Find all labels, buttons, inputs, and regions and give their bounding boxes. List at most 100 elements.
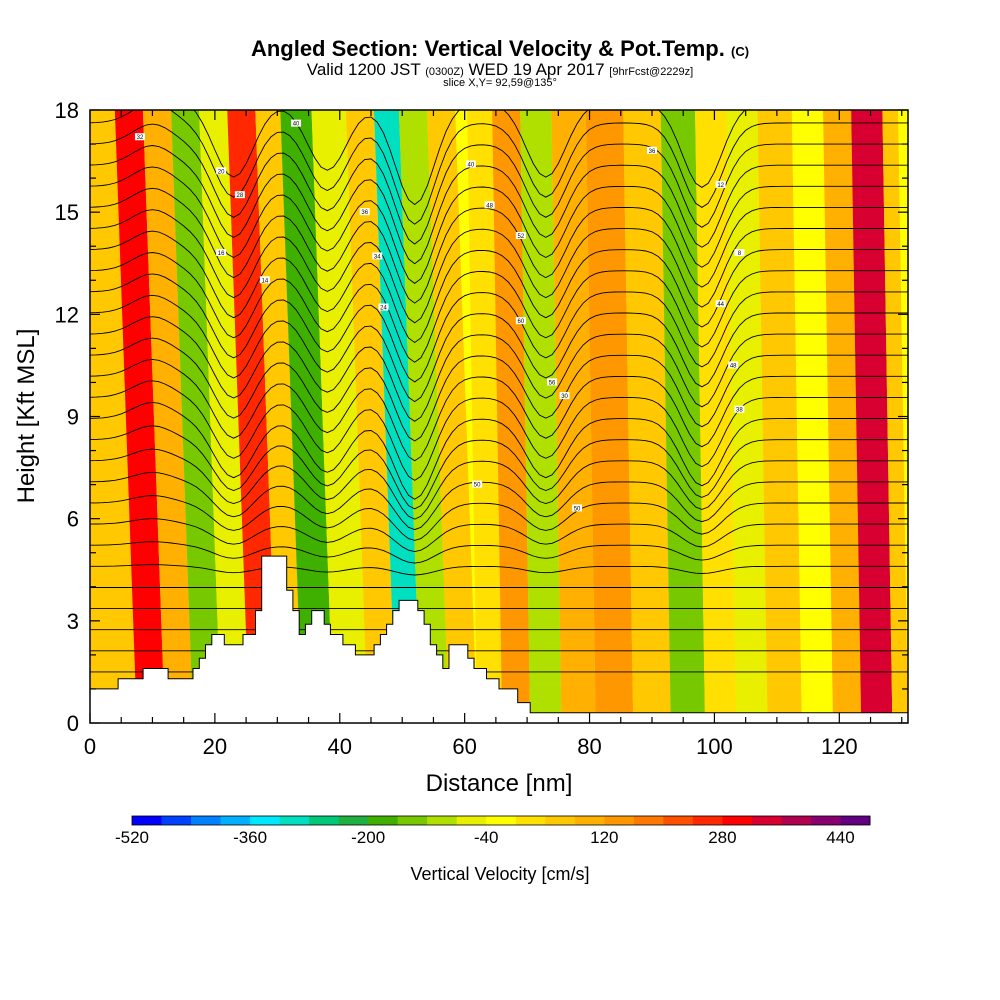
contour-label: 34: [372, 252, 383, 260]
theta-contour: [90, 337, 908, 442]
x-tick-label: 120: [821, 734, 858, 759]
x-tick-label: 100: [696, 734, 733, 759]
velocity-band: [726, 110, 768, 723]
contour-label: 20: [216, 167, 227, 175]
colorbar-segment: [250, 816, 281, 825]
title-main: Angled Section: Vertical Velocity & Pot.…: [250, 36, 725, 61]
x-tick-label: 20: [203, 734, 227, 759]
contour-label: 48: [484, 201, 495, 209]
colorbar-tick-label: 280: [708, 828, 736, 847]
valid-time: Valid 1200 JST (0300Z) WED 19 Apr 2017 […: [0, 60, 1000, 80]
velocity-band: [142, 110, 194, 723]
colorbar-tick-labels: -520 -360 -200 -40 120 280 440: [115, 828, 855, 847]
colorbar-segment: [663, 816, 694, 825]
velocity-band: [520, 110, 562, 723]
velocity-band: [398, 110, 450, 723]
svg-text:60: 60: [518, 319, 525, 325]
velocity-band: [345, 110, 396, 723]
colorbar-segment: [191, 816, 222, 825]
y-tick-labels: 0 3 6 9 12 15 18: [55, 98, 79, 736]
colorbar-segment: [810, 816, 841, 825]
svg-text:40: 40: [468, 162, 475, 168]
colorbar-segment: [515, 816, 546, 825]
x-tick-label: 40: [328, 734, 352, 759]
chart-title: Angled Section: Vertical Velocity & Pot.…: [0, 36, 1000, 62]
theta-contour: [90, 358, 908, 462]
theta-contour: [90, 187, 908, 304]
colorbar-segment: [456, 816, 487, 825]
y-tick-label: 12: [55, 302, 79, 327]
theta-contour: [90, 145, 908, 265]
theta-contour: [90, 425, 908, 510]
colorbar-segment: [692, 816, 723, 825]
velocity-band: [623, 110, 671, 723]
svg-text:40: 40: [293, 122, 300, 128]
theta-contour: [90, 541, 908, 564]
colorbar-segment: [397, 816, 428, 825]
theta-contour: [90, 380, 908, 481]
velocity-band: [757, 110, 802, 723]
contour-label: 50: [472, 480, 483, 489]
svg-text:50: 50: [474, 483, 481, 489]
svg-text:28: 28: [237, 193, 244, 199]
colorbar-segment: [633, 816, 664, 825]
colorbar-tick-label: -520: [115, 828, 149, 847]
colorbar-segment: [751, 816, 782, 825]
colorbar-segment: [840, 816, 871, 825]
velocity-band: [255, 110, 303, 723]
y-tick-label: 9: [67, 405, 79, 430]
colorbar-segment: [309, 816, 340, 825]
x-tick-label: 80: [577, 734, 601, 759]
velocity-band: [823, 110, 862, 723]
contour-label: 38: [734, 405, 745, 414]
contour-label: 52: [515, 232, 526, 240]
colorbar-segment: [781, 816, 812, 825]
y-tick-label: 0: [67, 711, 79, 736]
svg-text:48: 48: [730, 363, 737, 369]
colorbar-segment: [722, 816, 753, 825]
svg-text:32: 32: [137, 135, 144, 141]
contour-label: 36: [646, 146, 657, 155]
colorbar-segment: [279, 816, 310, 825]
contour-label: 14: [259, 276, 270, 284]
theta-contour: [193, 110, 746, 206]
velocity-band: [427, 110, 478, 723]
theta-contour: [90, 110, 908, 225]
colorbar-segment: [604, 816, 635, 825]
contour-label: 24: [378, 303, 389, 312]
slice-info: slice X,Y= 92,59@135°: [443, 77, 557, 89]
velocity-band: [280, 110, 334, 723]
contour-label: 44: [715, 300, 726, 308]
contour-label: 48: [728, 361, 739, 369]
velocity-band: [551, 110, 596, 723]
svg-text:34: 34: [374, 254, 381, 260]
colorbar-segment: [338, 816, 369, 825]
terrain: [90, 555, 908, 723]
contour-label: 50: [572, 504, 583, 512]
contour-labels: 32 20 28 16 14 36 34 24 40 48 52 60 56 30 36 12 8 44 48 38 4…: [134, 119, 745, 512]
velocity-band: [585, 110, 634, 723]
colorbar-label: Vertical Velocity [cm/s]: [410, 864, 589, 884]
y-tick-label: 3: [67, 609, 79, 634]
theta-contour: [90, 273, 908, 383]
velocity-band: [171, 110, 222, 723]
velocity-band: [492, 110, 531, 723]
y-tick-label: 18: [55, 98, 79, 123]
svg-text:14: 14: [261, 278, 268, 284]
y-tick-label: 6: [67, 507, 79, 532]
theta-contour: [90, 209, 908, 324]
velocity-band: [311, 110, 368, 723]
colorbar-segment: [132, 816, 163, 825]
contour-label: 32: [134, 133, 145, 141]
colorbar-tick-label: -40: [474, 828, 499, 847]
svg-text:56: 56: [549, 380, 556, 386]
svg-text:16: 16: [218, 251, 225, 257]
contour-label: 56: [547, 378, 558, 386]
svg-text:24: 24: [380, 306, 387, 312]
colorbar-segment: [574, 816, 605, 825]
svg-text:44: 44: [717, 302, 724, 308]
y-tick-label: 15: [55, 200, 79, 225]
svg-text:12: 12: [717, 183, 724, 189]
theta-contour: [90, 294, 908, 403]
